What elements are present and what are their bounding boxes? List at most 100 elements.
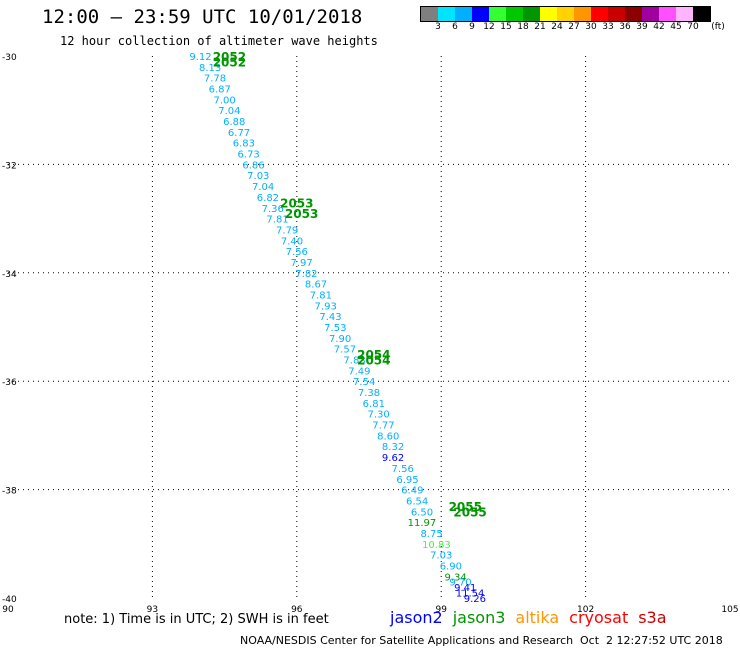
swh-point-label: 7.97 <box>290 258 312 269</box>
color-scale-tick: 12 <box>483 22 495 32</box>
x-tick-label: 90 <box>2 605 14 615</box>
color-scale-tick: 39 <box>636 22 648 32</box>
swh-point-label: 7.03 <box>430 551 452 562</box>
swh-point-label: 7.53 <box>324 323 346 334</box>
chart-subtitle: 12 hour collection of altimeter wave hei… <box>60 34 378 48</box>
pass-number-label: 2053 <box>285 207 318 221</box>
swh-point-label: 7.81 <box>310 290 332 301</box>
swh-point-label: 7.30 <box>367 410 389 421</box>
swh-point-label: 7.43 <box>319 312 341 323</box>
swh-point-label: 7.81 <box>266 215 288 226</box>
color-swatch <box>642 7 659 21</box>
color-scale-unit: (ft) <box>711 22 725 32</box>
swh-point-label: 7.03 <box>247 171 269 182</box>
x-tick-label: 93 <box>147 605 158 615</box>
x-tick-label: 96 <box>291 605 303 615</box>
swh-point-label: 8.13 <box>199 63 221 74</box>
swh-point-label: 8.32 <box>382 442 404 453</box>
color-swatch <box>625 7 642 21</box>
footer-credit: NOAA/NESDIS Center for Satellite Applica… <box>240 634 574 647</box>
color-scale-tick: 27 <box>568 22 580 32</box>
y-tick-label: -30 <box>2 53 17 63</box>
swh-point-label: 7.82 <box>295 269 317 280</box>
swh-point-label: 9.62 <box>382 453 404 464</box>
color-scale-tick: 9 <box>469 22 475 32</box>
pass-number-label: 2055 <box>449 500 482 514</box>
color-scale-bar <box>420 6 711 22</box>
x-tick-label: 105 <box>721 605 738 615</box>
swh-point-label: 6.95 <box>396 475 418 486</box>
pass-number-label: 2054 <box>357 348 390 362</box>
swh-point-label: 7.36 <box>262 204 284 215</box>
y-tick-label: -36 <box>2 378 17 388</box>
footer-timestamp: Oct 2 12:27:52 UTC 2018 <box>580 634 723 647</box>
legend-entry-altika: altika <box>515 608 560 627</box>
swh-point-label: 11.54 <box>456 589 485 600</box>
swh-point-label: 7.00 <box>213 95 235 106</box>
pass-number-label: 2052 <box>213 50 246 64</box>
color-swatch <box>676 7 693 21</box>
swh-point-label: 6.77 <box>228 128 250 139</box>
color-swatch <box>557 7 574 21</box>
swh-point-label: 7.57 <box>334 345 356 356</box>
color-swatch <box>693 7 710 21</box>
x-tick-label: 102 <box>577 605 594 615</box>
legend-entry-jason3: jason3 <box>452 608 506 627</box>
swh-point-label: 6.81 <box>363 399 385 410</box>
swh-point-label: 7.79 <box>276 225 298 236</box>
legend-entry-s3a: s3a <box>638 608 667 627</box>
y-tick-label: -38 <box>2 487 17 497</box>
color-scale-tick: 21 <box>534 22 546 32</box>
color-scale-tick: 42 <box>653 22 665 32</box>
swh-point-label: 6.73 <box>238 150 260 161</box>
color-scale-tick: 3 <box>435 22 441 32</box>
swh-point-label: 7.90 <box>329 334 351 345</box>
color-swatch <box>523 7 540 21</box>
swh-point-label: 7.40 <box>281 236 303 247</box>
swh-point-label: 6.90 <box>440 561 462 572</box>
legend-entry-cryosat: cryosat <box>569 608 629 627</box>
color-swatch <box>591 7 608 21</box>
color-scale-tick: 45 <box>670 22 682 32</box>
y-tick-label: -32 <box>2 161 17 171</box>
color-scale-labels: 3 6 9 12 15 18 21 24 27 30 33 36 39 42 45 70 (ft) <box>420 22 740 34</box>
color-scale-tick: 24 <box>551 22 563 32</box>
swh-point-label: 7.78 <box>204 74 226 85</box>
color-swatch <box>472 7 489 21</box>
color-scale-tick: 6 <box>452 22 458 32</box>
footer-note: note: 1) Time is in UTC; 2) SWH is in fe… <box>64 612 329 627</box>
swh-point-label: 10.83 <box>422 540 451 551</box>
y-tick-label: -40 <box>2 595 17 605</box>
color-swatch <box>421 7 438 21</box>
chart-title: 12:00 – 23:59 UTC 10/01/2018 <box>42 6 363 28</box>
satellite-legend: jason2 jason3 altika cryosat s3a <box>390 608 677 627</box>
swh-point-label: 7.83 <box>343 356 365 367</box>
y-tick-label: -34 <box>2 270 17 280</box>
swh-point-label: 6.50 <box>411 507 433 518</box>
pass-number-label: 2055 <box>453 505 486 519</box>
swh-point-label: 6.49 <box>401 486 423 497</box>
swh-point-label: 8.60 <box>377 431 399 442</box>
color-scale-tick: 15 <box>500 22 512 32</box>
color-swatch <box>489 7 506 21</box>
swh-point-label: 6.87 <box>209 85 231 96</box>
swh-point-label: 6.82 <box>257 193 279 204</box>
swh-point-label: 9.70 <box>449 578 471 589</box>
swh-point-label: 6.86 <box>242 160 264 171</box>
swh-point-label: 7.04 <box>252 182 274 193</box>
swh-point-label: 9.12 <box>189 52 211 63</box>
swh-point-label: 9.26 <box>464 594 486 605</box>
color-scale-tick: 33 <box>602 22 614 32</box>
color-swatch <box>438 7 455 21</box>
color-swatch <box>455 7 472 21</box>
pass-number-label: 2054 <box>357 354 390 368</box>
color-scale-tick: 36 <box>619 22 631 32</box>
color-swatch <box>540 7 557 21</box>
swh-point-label: 6.83 <box>233 139 255 150</box>
swh-point-label: 6.54 <box>406 496 428 507</box>
swh-point-label: 7.54 <box>353 377 375 388</box>
swh-point-label: 8.75 <box>420 529 442 540</box>
swh-point-label: 9.41 <box>454 583 476 594</box>
pass-number-label: 2053 <box>280 196 313 210</box>
